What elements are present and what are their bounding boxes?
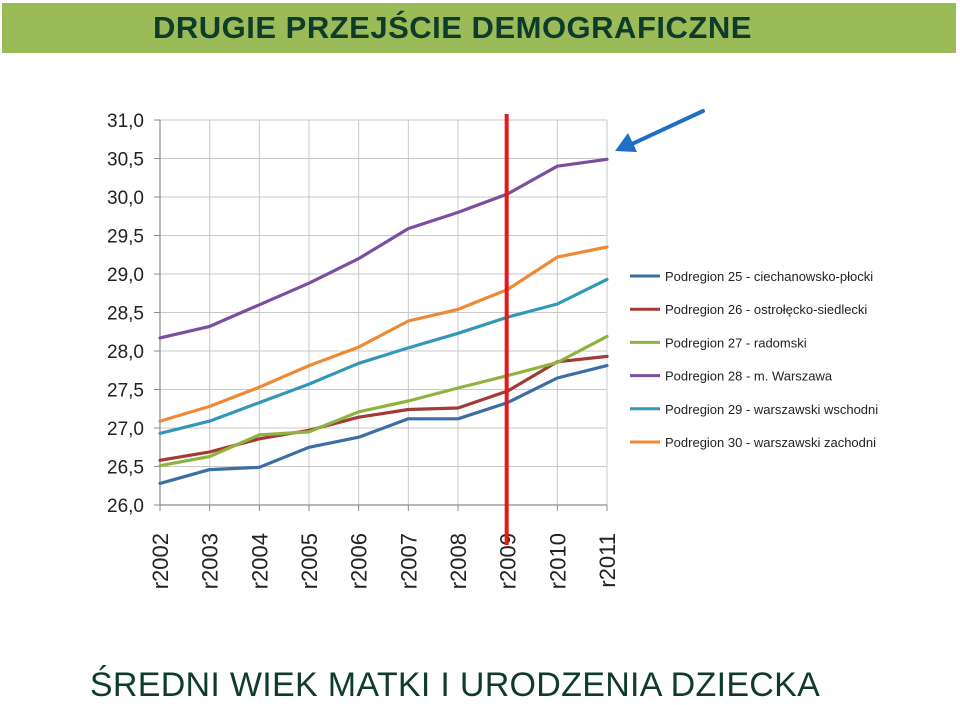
y-tick-label: 26,0 <box>107 496 144 517</box>
y-tick-label: 29,0 <box>107 265 144 286</box>
series-line-5 <box>158 277 609 435</box>
y-tick-label: 30,5 <box>107 150 144 171</box>
chart-axes: 26,0 26,5 27,0 27,5 28,0 28,5 29,0 29,5 30,0 30,5… <box>107 111 620 589</box>
page-title: DRUGIE PRZEJŚCIE DEMOGRAFICZNE <box>153 10 752 45</box>
y-tick-label: 28,0 <box>107 342 144 363</box>
legend-label-2: Podregion 26 - ostrołęcko-siedlecki <box>665 302 867 317</box>
legend-label-6: Podregion 30 - warszawski zachodni <box>665 435 876 450</box>
chart-legend: Podregion 25 - ciechanowsko-płocki Podreg… <box>630 269 878 450</box>
legend-label-4: Podregion 28 - m. Warszawa <box>665 369 833 384</box>
series-line-2 <box>158 354 609 462</box>
y-tick-label: 28,5 <box>107 304 144 325</box>
legend-label-5: Podregion 29 - warszawski wschodni <box>665 402 878 417</box>
x-tick-label: r2007 <box>396 533 421 589</box>
x-tick-label: r2008 <box>446 533 471 589</box>
legend-label-1: Podregion 25 - ciechanowsko-płocki <box>665 269 873 284</box>
y-tick-label: 27,0 <box>107 419 144 440</box>
x-tick-label: r2010 <box>545 533 570 589</box>
arrow-head <box>615 133 637 152</box>
arrow-shaft <box>630 109 705 146</box>
y-tick-label: 26,5 <box>107 458 144 479</box>
header-banner: DRUGIE PRZEJŚCIE DEMOGRAFICZNE <box>2 3 956 53</box>
y-tick-label: 27,5 <box>107 381 144 402</box>
x-tick-label: r2003 <box>198 533 223 589</box>
chart-caption: ŚREDNI WIEK MATKI I URODZENIA DZIECKA <box>89 666 821 704</box>
arrow-icon <box>615 109 705 152</box>
x-tick-label: r2004 <box>247 533 272 589</box>
x-tick-label: r2006 <box>347 533 372 589</box>
legend-label-3: Podregion 27 - radomski <box>665 335 807 350</box>
y-tick-label: 29,5 <box>107 227 144 248</box>
series-line-3 <box>158 334 609 468</box>
series-line-1 <box>158 364 609 485</box>
x-tick-label: r2011 <box>595 533 620 588</box>
chart-series <box>158 157 609 485</box>
series-line-4 <box>158 157 609 340</box>
y-tick-label: 30,0 <box>107 188 144 209</box>
x-tick-label: r2005 <box>297 533 322 589</box>
x-tick-label: r2002 <box>148 533 173 589</box>
series-line-6 <box>158 245 609 423</box>
y-tick-label: 31,0 <box>107 111 144 132</box>
